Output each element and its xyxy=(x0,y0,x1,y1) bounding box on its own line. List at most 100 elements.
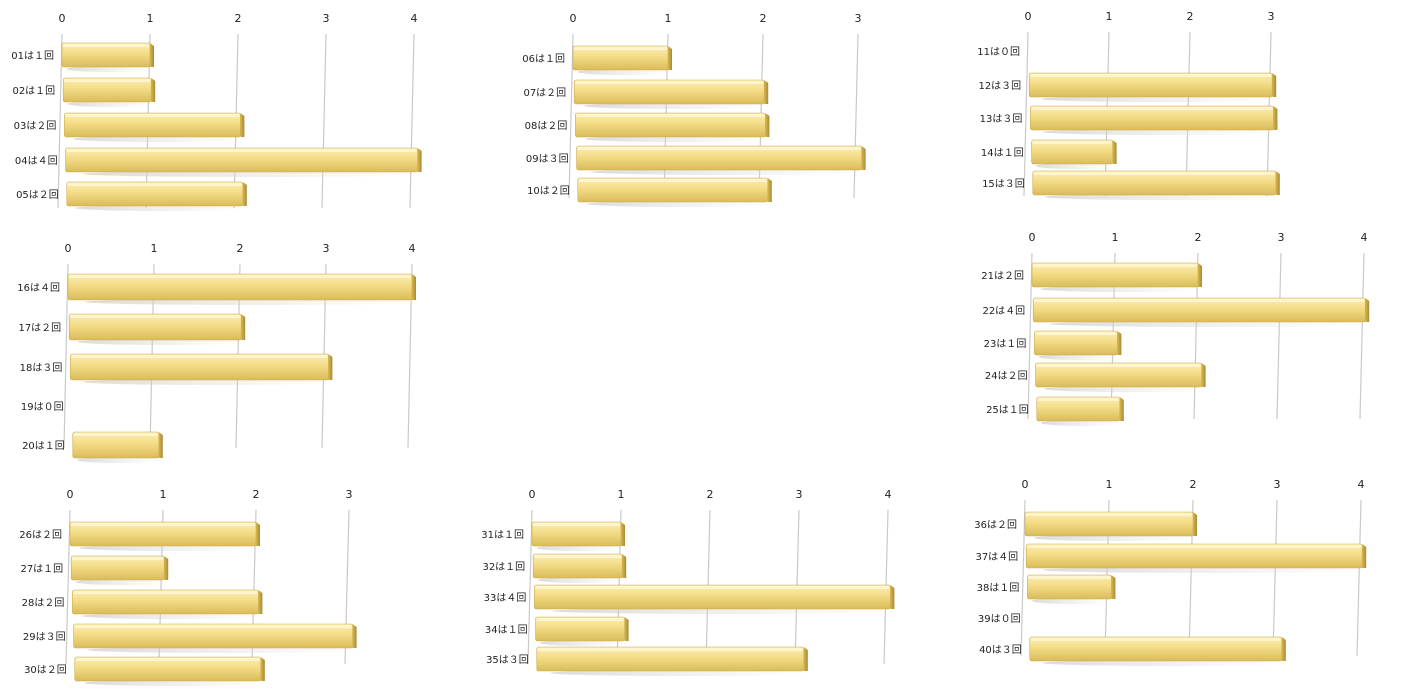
category-label: 28は２回 xyxy=(22,597,65,609)
gridline-0 xyxy=(65,509,71,665)
gridline-0 xyxy=(63,263,69,449)
category-label: 25は１回 xyxy=(986,404,1029,416)
bar xyxy=(64,112,250,142)
category-label: 21は２回 xyxy=(981,270,1024,282)
tick-label: 0 xyxy=(59,12,66,25)
tick-label: 2 xyxy=(237,242,244,255)
tick-label: 0 xyxy=(529,488,536,501)
bar xyxy=(69,521,266,551)
bar xyxy=(572,45,673,75)
category-label: 20は１回 xyxy=(22,440,65,452)
bar xyxy=(1032,297,1382,327)
category-label: 27は１回 xyxy=(20,563,63,575)
category-label: 36は２回 xyxy=(974,519,1017,531)
category-label: 24は２回 xyxy=(985,370,1028,382)
chart-3: 0 1 2 3 11は０回 12は３回 13は３回 14は１回 15は３回 xyxy=(977,10,1288,200)
tick-label: 3 xyxy=(796,488,803,501)
tick-label: 4 xyxy=(1358,478,1365,491)
chart-4: 0 1 2 3 4 16は４回 17は２回 18は３回 19は０回 20は１回 xyxy=(17,242,430,463)
bar xyxy=(72,431,164,463)
tick-label: 3 xyxy=(346,488,353,501)
tick-label: 3 xyxy=(1274,478,1281,491)
chart-panel-06-10: 0 1 2 3 06は１回 07は２回 08は２回 09は３回 10は２回 xyxy=(505,8,905,218)
chart-panel-21-25: 0 1 2 3 4 21は２回 22は４回 23は１回 24は２回 25は１回 xyxy=(960,229,1382,429)
tick-label: 0 xyxy=(1025,10,1032,23)
tick-label: 2 xyxy=(1187,10,1194,23)
bar xyxy=(70,353,342,385)
category-label: 03は２回 xyxy=(14,120,57,132)
tick-label: 3 xyxy=(323,242,330,255)
tick-label: 1 xyxy=(618,488,625,501)
chart-panel-26-30: 0 1 2 3 26は２回 27は１回 28は２回 29は３回 30は２回 xyxy=(0,484,400,686)
tick-label: 3 xyxy=(1268,10,1275,23)
chart-panel-31-35: 0 1 2 3 4 31は１回 32は１回 33は４回 34は１回 35は３回 xyxy=(455,484,925,676)
category-label: 19は０回 xyxy=(21,401,64,413)
tick-label: 4 xyxy=(885,488,892,501)
category-label: 11は０回 xyxy=(977,46,1020,58)
chart-7: 0 1 2 3 4 31は１回 32は１回 33は４回 34は１回 35は３回 xyxy=(481,488,909,676)
chart-2: 0 1 2 3 06は１回 07は２回 08は２回 09は３回 10は２回 xyxy=(522,12,876,207)
bar xyxy=(1027,574,1116,604)
category-label: 32は１回 xyxy=(482,561,525,573)
gridline-4 xyxy=(409,33,415,209)
tick-label: 4 xyxy=(1361,231,1368,244)
tick-label: 1 xyxy=(1106,10,1113,23)
chart-8: 0 1 2 3 4 36は２回 37は４回 38は１回 39は０回 40は３回 xyxy=(974,478,1379,666)
tick-label: 3 xyxy=(323,12,330,25)
bar xyxy=(575,112,775,142)
bar xyxy=(535,616,630,646)
tick-label: 0 xyxy=(1029,231,1036,244)
gridline-0 xyxy=(527,509,533,665)
bar xyxy=(1024,511,1202,541)
category-label: 23は１回 xyxy=(984,338,1027,350)
category-label: 06は１回 xyxy=(522,53,565,65)
category-label: 31は１回 xyxy=(481,529,524,541)
tick-label: 0 xyxy=(67,488,74,501)
category-label: 30は２回 xyxy=(24,664,67,676)
bar xyxy=(576,145,876,175)
chart-1: 0 1 2 3 4 01は１回 02は１回 03は２回 04は４回 05は２回 xyxy=(11,12,436,211)
category-label: 02は１回 xyxy=(12,85,55,97)
tick-label: 1 xyxy=(665,12,672,25)
bar xyxy=(62,77,156,107)
bar xyxy=(1025,543,1379,573)
bar xyxy=(68,313,250,345)
bar xyxy=(573,79,774,109)
category-label: 16は４回 xyxy=(17,282,60,294)
category-label: 37は４回 xyxy=(975,551,1018,563)
gridline-0 xyxy=(1020,499,1026,657)
category-label: 39は０回 xyxy=(978,613,1021,625)
category-label: 14は１回 xyxy=(981,147,1024,159)
tick-label: 2 xyxy=(1190,478,1197,491)
gridline-0 xyxy=(1023,31,1029,197)
tick-label: 1 xyxy=(1106,478,1113,491)
bar xyxy=(1032,170,1288,200)
bar xyxy=(1029,636,1295,666)
bar xyxy=(1034,330,1122,360)
bar xyxy=(1035,362,1210,392)
tick-label: 2 xyxy=(707,488,714,501)
category-label: 10は２回 xyxy=(527,185,570,197)
category-label: 13は３回 xyxy=(980,113,1023,125)
category-label: 29は３回 xyxy=(23,631,66,643)
bar xyxy=(67,273,430,305)
category-label: 07は２回 xyxy=(523,87,566,99)
gridline-4 xyxy=(1356,499,1362,657)
tick-label: 3 xyxy=(1278,231,1285,244)
category-label: 01は１回 xyxy=(11,50,54,62)
chart-5: 0 1 2 3 4 21は２回 22は４回 23は１回 24は２回 25は１回 xyxy=(981,231,1382,426)
bar xyxy=(1036,396,1124,426)
gridline-0 xyxy=(57,33,63,209)
gridline-3 xyxy=(1276,252,1282,420)
gridline-3 xyxy=(1272,499,1278,657)
tick-label: 2 xyxy=(760,12,767,25)
chart-panel-01-05: 0 1 2 3 4 01は１回 02は１回 03は２回 04は４回 05は２回 xyxy=(0,8,470,218)
category-label: 33は４回 xyxy=(484,592,527,604)
chart-panel-36-40: 0 1 2 3 4 36は２回 37は４回 38は１回 39は０回 40は３回 xyxy=(955,476,1395,666)
category-label: 17は２回 xyxy=(18,322,61,334)
gridline-0 xyxy=(568,33,574,199)
chart-6: 0 1 2 3 26は２回 27は１回 28は２回 29は３回 30は２回 xyxy=(19,488,367,686)
tick-label: 0 xyxy=(65,242,72,255)
tick-label: 2 xyxy=(1195,231,1202,244)
category-label: 09は３回 xyxy=(526,153,569,165)
